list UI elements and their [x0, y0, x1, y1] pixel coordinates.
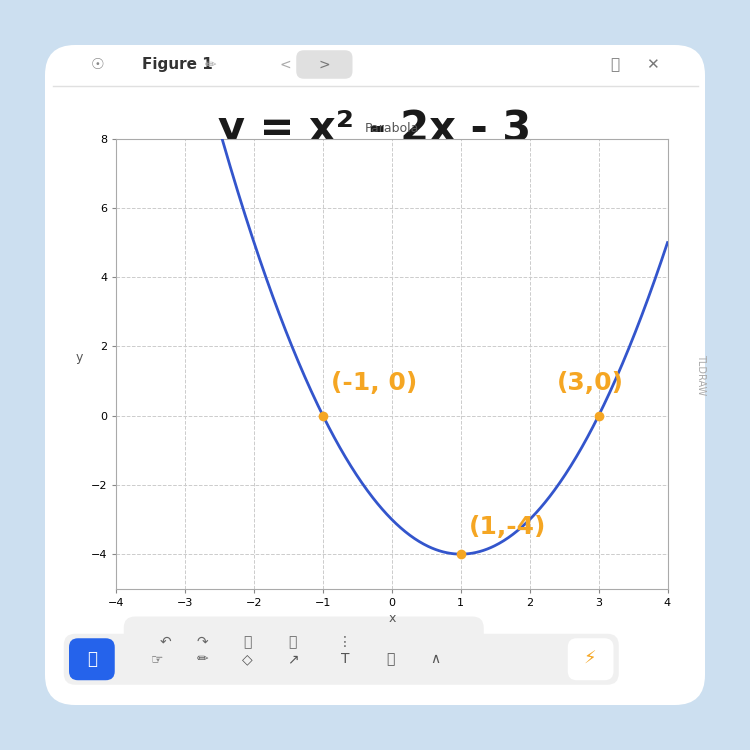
FancyBboxPatch shape: [568, 638, 614, 680]
FancyBboxPatch shape: [45, 45, 705, 705]
Text: y = x² - 2x - 3: y = x² - 2x - 3: [218, 108, 532, 150]
Text: ✏: ✏: [196, 652, 208, 666]
Text: ☉: ☉: [91, 57, 104, 72]
Text: T: T: [340, 652, 350, 666]
Text: ⮝: ⮝: [87, 650, 98, 668]
Text: ↗: ↗: [286, 652, 298, 666]
Text: ☞: ☞: [152, 652, 164, 666]
Y-axis label: y: y: [76, 351, 83, 364]
FancyBboxPatch shape: [64, 634, 619, 685]
Text: ✏: ✏: [204, 58, 216, 71]
Text: ∧: ∧: [430, 652, 440, 666]
Text: (-1, 0): (-1, 0): [332, 371, 418, 395]
Text: TLDRAW: TLDRAW: [696, 355, 706, 396]
Text: ↷: ↷: [196, 635, 208, 649]
Text: 🗑: 🗑: [243, 635, 252, 649]
FancyBboxPatch shape: [124, 616, 484, 668]
Text: Figure 1: Figure 1: [142, 57, 213, 72]
Text: ⎘: ⎘: [386, 652, 394, 666]
Title: Parabola: Parabola: [364, 122, 419, 135]
Text: ✕: ✕: [646, 57, 658, 72]
Text: (1,-4): (1,-4): [469, 514, 547, 538]
Text: <: <: [279, 58, 291, 71]
Text: >: >: [319, 58, 331, 71]
Text: ⋮: ⋮: [338, 635, 352, 649]
X-axis label: x: x: [388, 612, 395, 625]
Text: ↶: ↶: [159, 635, 171, 649]
Text: ◇: ◇: [242, 652, 253, 666]
FancyBboxPatch shape: [69, 638, 115, 680]
Text: ⚡: ⚡: [584, 650, 596, 668]
Text: (3,0): (3,0): [557, 371, 624, 395]
Text: ⎘: ⎘: [288, 635, 297, 649]
Text: ⤓: ⤓: [610, 57, 620, 72]
FancyBboxPatch shape: [296, 50, 352, 79]
